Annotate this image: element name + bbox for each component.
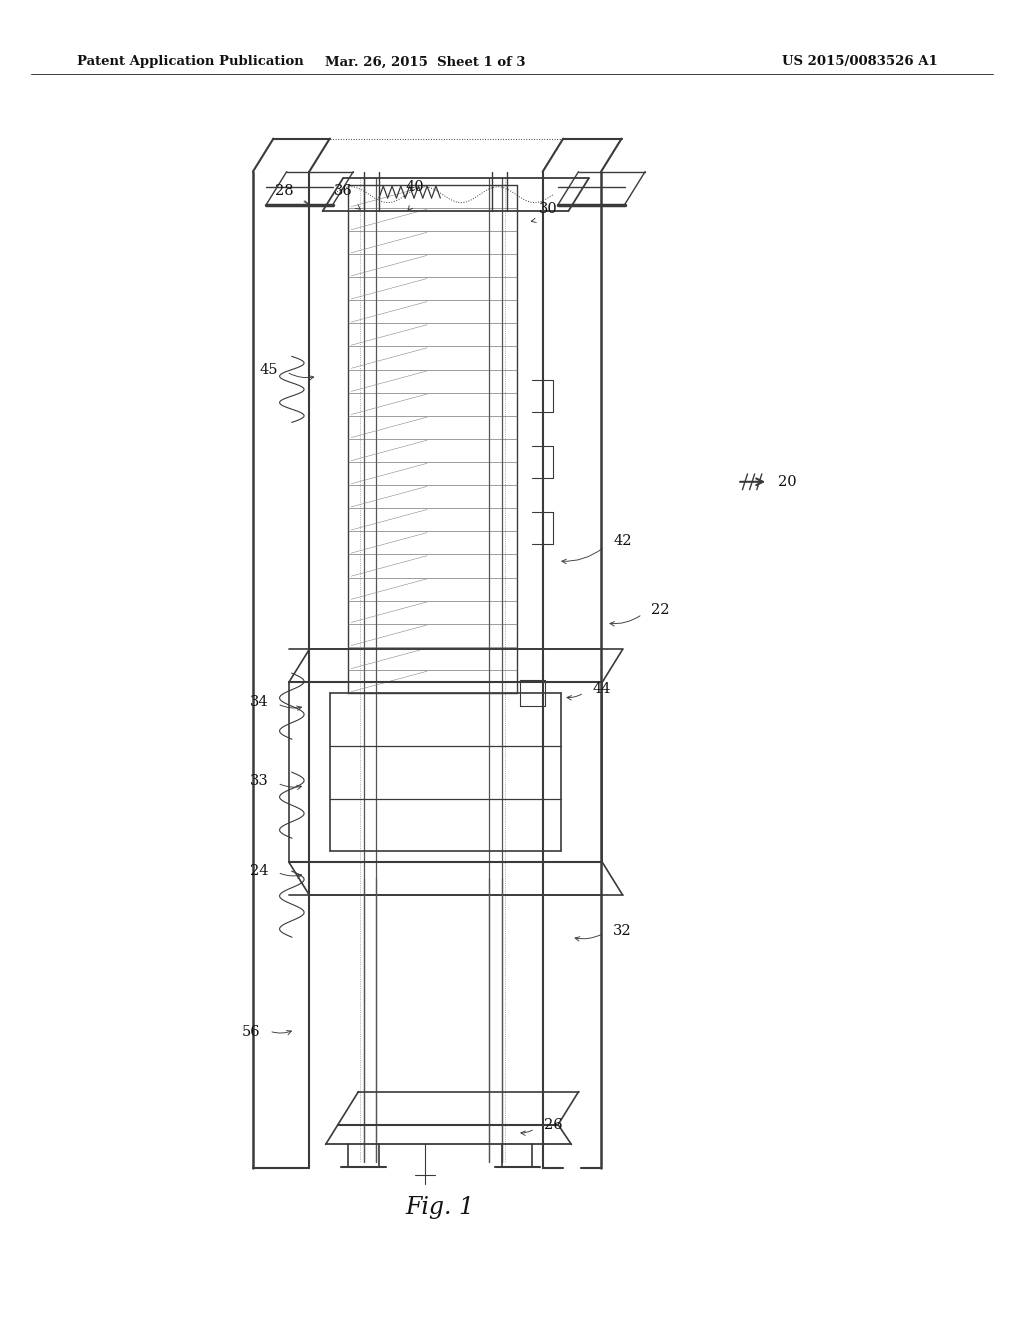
Text: Fig. 1: Fig. 1: [406, 1196, 475, 1220]
Text: 36: 36: [334, 185, 352, 198]
Text: 42: 42: [613, 535, 632, 548]
Text: 44: 44: [593, 682, 611, 696]
Text: 20: 20: [778, 475, 797, 488]
Text: 24: 24: [250, 865, 268, 878]
Text: 45: 45: [259, 363, 278, 376]
Text: 40: 40: [406, 181, 424, 194]
Text: US 2015/0083526 A1: US 2015/0083526 A1: [782, 55, 938, 69]
Text: 56: 56: [242, 1026, 260, 1039]
Text: 33: 33: [250, 775, 268, 788]
Text: 22: 22: [651, 603, 670, 616]
Text: Patent Application Publication: Patent Application Publication: [77, 55, 303, 69]
Text: 34: 34: [250, 696, 268, 709]
Text: 26: 26: [544, 1118, 562, 1131]
Text: 28: 28: [275, 185, 294, 198]
Text: 30: 30: [539, 202, 557, 215]
Text: 32: 32: [613, 924, 632, 937]
Text: Mar. 26, 2015  Sheet 1 of 3: Mar. 26, 2015 Sheet 1 of 3: [325, 55, 525, 69]
